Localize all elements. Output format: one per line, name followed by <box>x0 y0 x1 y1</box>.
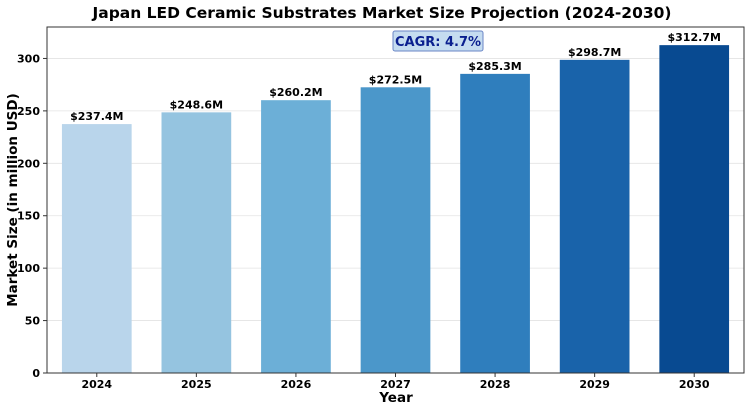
x-tick-label: 2029 <box>579 378 610 391</box>
x-tick-label: 2026 <box>281 378 312 391</box>
y-tick-label: 200 <box>17 157 40 170</box>
data-label-2027: $272.5M <box>369 73 422 86</box>
data-label-2025: $248.6M <box>170 98 223 111</box>
x-tick-label: 2027 <box>380 378 411 391</box>
data-label-2029: $298.7M <box>568 46 621 59</box>
cagr-annotation: CAGR: 4.7% <box>392 30 484 52</box>
x-tick-label: 2025 <box>181 378 212 391</box>
x-tick-label: 2030 <box>679 378 710 391</box>
x-tick-label: 2024 <box>81 378 112 391</box>
bar-2027 <box>360 87 431 374</box>
bar-2029 <box>559 59 630 374</box>
bar-2024 <box>61 124 132 374</box>
cagr-box <box>392 30 484 52</box>
y-tick-label: 50 <box>25 315 41 328</box>
y-tick-label: 250 <box>17 105 40 118</box>
bars <box>61 45 730 374</box>
data-labels: $237.4M $248.6M $260.2M $272.5M $285.3M $298.… <box>70 31 721 123</box>
x-tick-label: 2028 <box>480 378 511 391</box>
cagr-text: CAGR: 4.7% <box>395 35 481 50</box>
data-label-2026: $260.2M <box>269 86 322 99</box>
data-label-2028: $285.3M <box>468 60 521 73</box>
y-tick-label: 300 <box>17 52 40 65</box>
data-label-2030: $312.7M <box>668 31 721 44</box>
x-axis-label: Year <box>378 390 413 406</box>
bar-2026 <box>261 100 331 374</box>
data-label-2024: $237.4M <box>70 110 123 123</box>
y-axis-label: Market Size (in million USD) <box>5 93 21 307</box>
y-tick-label: 0 <box>32 367 40 380</box>
bar-2030 <box>659 45 730 373</box>
y-tick-label: 150 <box>17 210 40 223</box>
y-tick-label: 100 <box>17 262 40 275</box>
x-axis-ticks: 2024 2025 2026 2027 2028 2029 2030 <box>81 373 710 391</box>
y-axis-ticks: 0 50 100 150 200 250 300 <box>17 52 47 380</box>
chart-title: Japan LED Ceramic Substrates Market Size… <box>91 4 671 22</box>
bar-2028 <box>460 73 530 373</box>
bar-2025 <box>161 112 232 373</box>
